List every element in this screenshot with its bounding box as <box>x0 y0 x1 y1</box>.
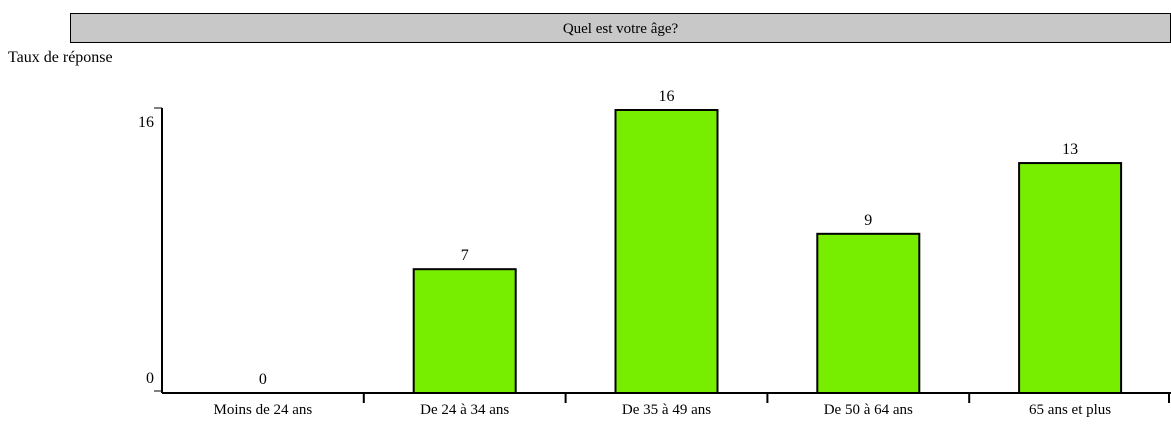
bar <box>1018 162 1123 394</box>
data-label: 0 <box>259 371 267 388</box>
x-tick-label: 65 ans et plus <box>1029 402 1112 418</box>
data-label: 9 <box>864 212 872 229</box>
x-tick-label: De 35 à 49 ans <box>621 402 712 418</box>
data-label: 13 <box>1062 141 1078 158</box>
data-label: 7 <box>461 247 469 264</box>
x-tick-label: De 24 à 34 ans <box>420 402 510 418</box>
y-axis-label: Taux de réponse <box>8 49 113 66</box>
data-label: 16 <box>659 88 675 105</box>
x-tick-label: Moins de 24 ans <box>213 402 313 418</box>
y-tick-label: 16 <box>138 114 154 131</box>
y-tick-label: 0 <box>146 370 154 387</box>
bar <box>614 109 719 394</box>
chart-title: Quel est votre âge? <box>70 13 1171 43</box>
x-tick-label: De 50 à 64 ans <box>823 402 913 418</box>
bar <box>412 268 517 394</box>
bar <box>816 232 921 394</box>
